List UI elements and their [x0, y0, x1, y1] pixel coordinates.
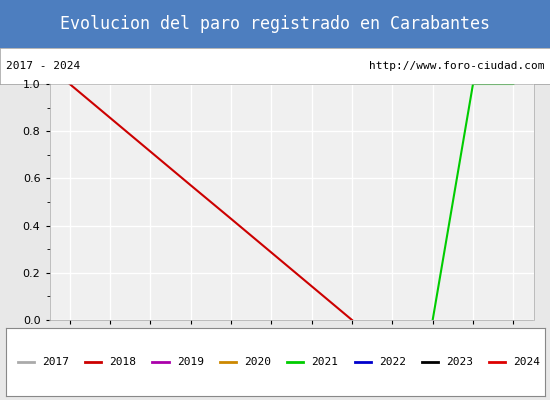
- Text: 2017 - 2024: 2017 - 2024: [6, 61, 80, 71]
- Text: 2021: 2021: [311, 357, 338, 367]
- Text: 2024: 2024: [514, 357, 541, 367]
- Text: 2020: 2020: [244, 357, 271, 367]
- Text: 2018: 2018: [109, 357, 136, 367]
- Text: 2017: 2017: [42, 357, 69, 367]
- Text: 2023: 2023: [446, 357, 473, 367]
- Text: Evolucion del paro registrado en Carabantes: Evolucion del paro registrado en Caraban…: [60, 15, 490, 33]
- Text: 2019: 2019: [177, 357, 204, 367]
- Text: 2022: 2022: [379, 357, 406, 367]
- Text: http://www.foro-ciudad.com: http://www.foro-ciudad.com: [369, 61, 544, 71]
